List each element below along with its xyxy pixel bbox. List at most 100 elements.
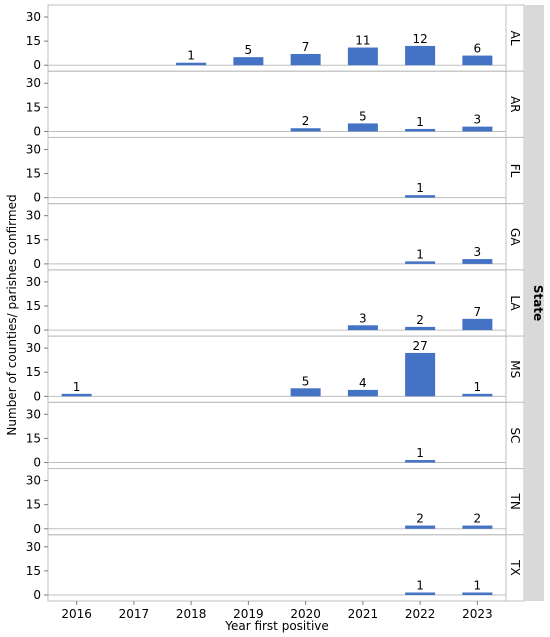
bar-sc-2022 [405,460,436,463]
y-tick-label: 15 [26,100,41,114]
x-axis-ticks: 2016 2017 2018 2019 2020 2021 2022 2023 [61,601,493,621]
facet-panel-ga: 0 15 30 GA 1 3 [26,203,525,271]
y-tick-label: 15 [26,498,41,512]
y-tick-label: 30 [26,474,41,488]
bar-tx-2022 [405,592,436,595]
state-label-fl: FL [508,164,522,178]
data-label: 2 [302,114,310,128]
data-label: 1 [416,579,424,593]
state-label-tn: TN [508,493,522,510]
x-tick-label: 2018 [176,607,207,621]
bar-ar-2020 [290,128,321,132]
bar-ar-2022 [405,128,436,132]
bar-al-2022 [405,45,436,66]
data-label: 7 [474,305,482,319]
bar-ga-2023 [462,259,493,264]
x-tick-label: 2021 [348,607,379,621]
data-label: 5 [245,43,253,57]
bar-ar-2021 [347,123,378,132]
y-tick-label: 15 [26,365,41,379]
panel-frame [47,203,507,271]
bar-ms-2021 [347,389,378,397]
y-tick-label: 15 [26,233,41,247]
data-label: 1 [474,380,482,394]
x-tick-label: 2016 [61,607,92,621]
bar-al-2021 [347,47,378,66]
y-tick-label: 0 [33,58,41,72]
data-label: 5 [302,374,310,388]
x-tick-label: 2017 [119,607,150,621]
bar-fl-2022 [405,195,436,198]
facet-panel-ar: 0 15 30 AR 2 5 1 3 [26,70,525,138]
bar-al-2023 [462,55,493,66]
bar-la-2021 [347,325,378,331]
state-label-la: LA [508,295,522,311]
state-label-ar: AR [508,96,522,113]
facet-panel-sc: 0 15 30 SC 1 [26,401,525,470]
y-tick-label: 15 [26,167,41,181]
x-tick-label: 2023 [462,607,493,621]
x-tick-label: 2020 [290,607,321,621]
y-tick-label: 30 [26,142,41,156]
facet-panel-tx: 0 15 30 TX 1 1 [26,534,525,602]
state-strip-background [524,5,544,601]
y-tick-label: 30 [26,209,41,223]
data-label: 6 [474,42,482,56]
data-label: 1 [73,380,81,394]
bar-ms-2023 [462,393,493,397]
panel-frame [47,335,507,403]
facet-panel-la: 0 15 30 LA 3 2 7 [26,269,525,337]
x-tick-label: 2022 [405,607,436,621]
state-label-ms: MS [508,360,522,378]
y-tick-label: 15 [26,564,41,578]
state-label-ga: GA [508,228,522,246]
bar-al-2019 [233,57,264,66]
facet-panel-tn: 0 15 30 TN 2 2 [26,468,525,536]
bar-la-2023 [462,318,493,331]
y-tick-label: 0 [33,124,41,138]
data-label: 2 [416,313,424,327]
bar-ms-2016 [61,393,92,397]
y-tick-label: 0 [33,323,41,337]
data-label: 11 [355,34,370,48]
data-label: 1 [474,579,482,593]
x-tick-label: 2019 [233,607,264,621]
y-tick-label: 30 [26,275,41,289]
y-tick-label: 15 [26,431,41,445]
data-label: 1 [416,181,424,195]
bar-ms-2020 [290,388,321,397]
bar-la-2022 [405,326,436,331]
y-tick-label: 15 [26,34,41,48]
state-label-tx: TX [508,559,522,576]
y-tick-label: 30 [26,10,41,24]
y-tick-label: 30 [26,407,41,421]
y-tick-label: 0 [33,257,41,271]
bar-ms-2022 [405,352,436,397]
data-label: 2 [474,512,482,526]
data-label: 2 [416,512,424,526]
panel-frame [47,136,507,205]
bar-tn-2023 [462,525,493,529]
panel-frame [47,401,507,470]
data-label: 1 [187,49,195,63]
data-label: 5 [359,109,367,123]
data-label: 3 [474,113,482,127]
data-label: 4 [359,376,367,390]
bar-al-2020 [290,53,321,66]
bar-tn-2022 [405,525,436,529]
panel-frame [47,534,507,602]
y-tick-label: 0 [33,191,41,205]
data-label: 1 [416,115,424,129]
y-tick-label: 30 [26,341,41,355]
y-tick-label: 0 [33,389,41,403]
panel-frame [47,4,507,72]
y-tick-label: 30 [26,540,41,554]
panel-frame [47,269,507,337]
y-tick-label: 0 [33,588,41,602]
y-tick-label: 0 [33,456,41,470]
state-label-al: AL [508,31,522,46]
